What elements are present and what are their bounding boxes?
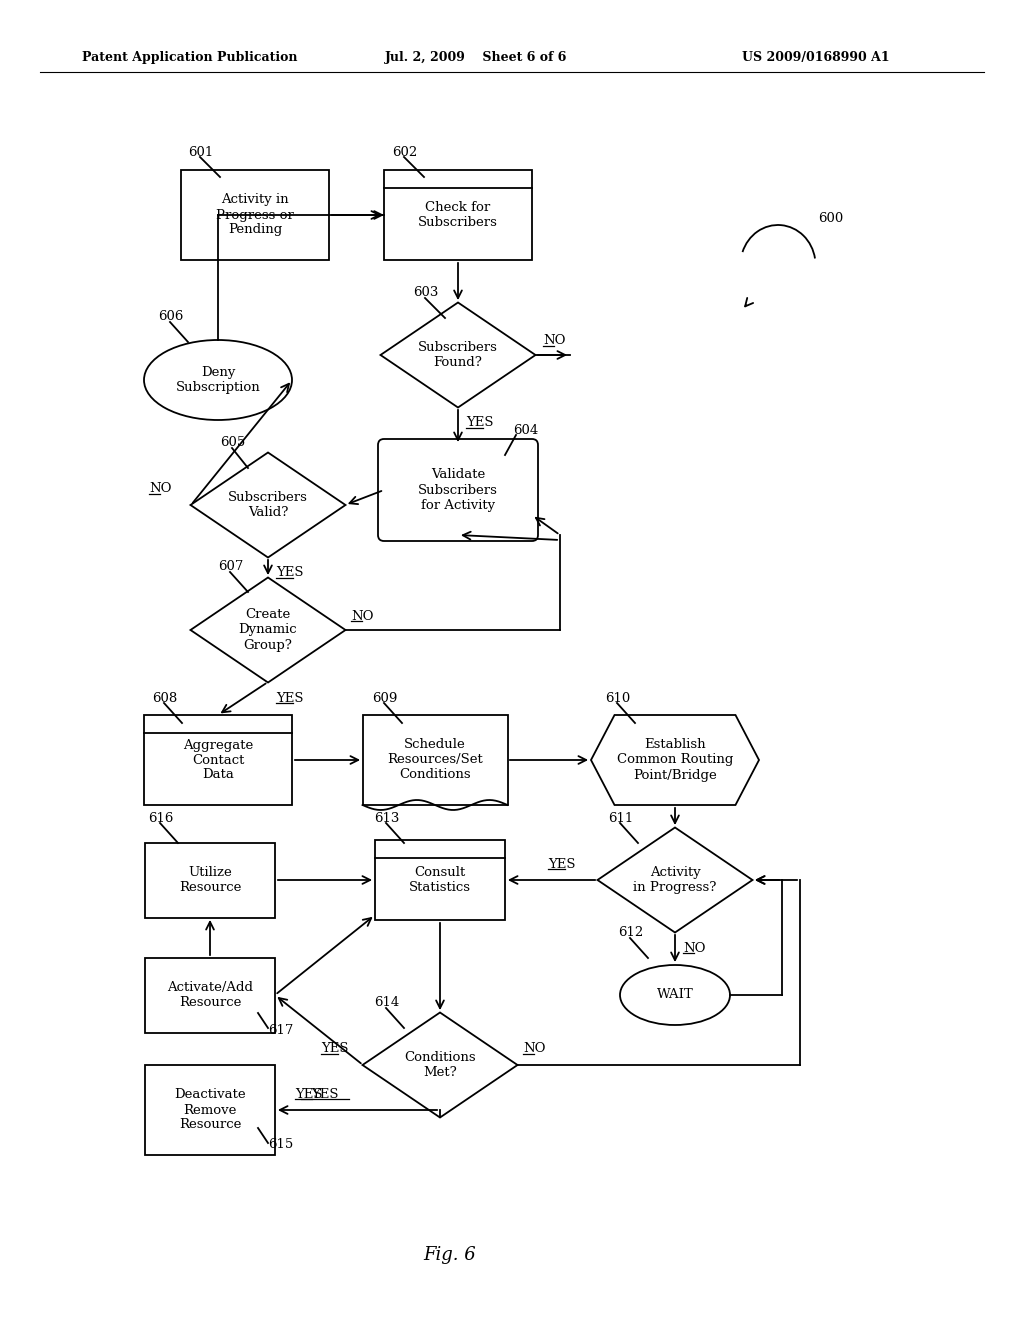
Text: 607: 607 <box>218 561 244 573</box>
FancyBboxPatch shape <box>145 1065 275 1155</box>
FancyBboxPatch shape <box>145 957 275 1032</box>
Polygon shape <box>362 1012 517 1118</box>
Ellipse shape <box>620 965 730 1026</box>
Text: Jul. 2, 2009    Sheet 6 of 6: Jul. 2, 2009 Sheet 6 of 6 <box>385 51 567 65</box>
Polygon shape <box>190 453 345 557</box>
Text: Subscribers
Found?: Subscribers Found? <box>418 341 498 370</box>
Text: 609: 609 <box>372 692 397 705</box>
Text: YES: YES <box>276 566 303 579</box>
Text: 608: 608 <box>152 692 177 705</box>
Text: 600: 600 <box>818 211 843 224</box>
Text: Deny
Subscription: Deny Subscription <box>176 366 260 393</box>
Text: Activity
in Progress?: Activity in Progress? <box>633 866 717 894</box>
Text: YES: YES <box>321 1043 348 1056</box>
Text: YES: YES <box>295 1088 323 1101</box>
FancyBboxPatch shape <box>378 440 538 541</box>
Text: 610: 610 <box>605 692 630 705</box>
Text: Fig. 6: Fig. 6 <box>424 1246 476 1265</box>
Text: 604: 604 <box>513 424 539 437</box>
Text: 603: 603 <box>413 286 438 300</box>
Text: Establish
Common Routing
Point/Bridge: Establish Common Routing Point/Bridge <box>616 738 733 781</box>
Text: WAIT: WAIT <box>656 989 693 1002</box>
Ellipse shape <box>144 341 292 420</box>
Text: Aggregate
Contact
Data: Aggregate Contact Data <box>183 738 253 781</box>
FancyBboxPatch shape <box>362 715 508 805</box>
Text: 606: 606 <box>158 310 183 323</box>
Text: Validate
Subscribers
for Activity: Validate Subscribers for Activity <box>418 469 498 511</box>
Text: YES: YES <box>466 417 494 429</box>
Text: 601: 601 <box>188 145 213 158</box>
Text: NO: NO <box>351 610 374 623</box>
Text: 615: 615 <box>268 1138 293 1151</box>
Polygon shape <box>190 578 345 682</box>
Text: 602: 602 <box>392 145 417 158</box>
FancyBboxPatch shape <box>145 842 275 917</box>
FancyBboxPatch shape <box>144 715 292 805</box>
Text: 613: 613 <box>374 812 399 825</box>
Text: Check for
Subscribers: Check for Subscribers <box>418 201 498 228</box>
Text: NO: NO <box>543 334 565 347</box>
Text: YES: YES <box>276 692 303 705</box>
Polygon shape <box>381 302 536 408</box>
Text: Activate/Add
Resource: Activate/Add Resource <box>167 981 253 1008</box>
Text: Activity in
Progress or
Pending: Activity in Progress or Pending <box>216 194 294 236</box>
Polygon shape <box>591 715 759 805</box>
FancyBboxPatch shape <box>384 170 532 260</box>
Text: Patent Application Publication: Patent Application Publication <box>82 51 298 65</box>
Text: YES: YES <box>311 1088 339 1101</box>
FancyBboxPatch shape <box>375 840 505 920</box>
Text: 616: 616 <box>148 812 173 825</box>
Text: Utilize
Resource: Utilize Resource <box>179 866 242 894</box>
Text: YES: YES <box>548 858 575 870</box>
Text: Subscribers
Valid?: Subscribers Valid? <box>228 491 308 519</box>
Text: US 2009/0168990 A1: US 2009/0168990 A1 <box>742 51 890 65</box>
FancyBboxPatch shape <box>181 170 329 260</box>
Text: Deactivate
Remove
Resource: Deactivate Remove Resource <box>174 1089 246 1131</box>
Text: 611: 611 <box>608 812 633 825</box>
Text: NO: NO <box>683 941 706 954</box>
Text: 617: 617 <box>268 1023 293 1036</box>
Text: 614: 614 <box>374 997 399 1010</box>
Polygon shape <box>597 828 753 932</box>
Text: Consult
Statistics: Consult Statistics <box>409 866 471 894</box>
Text: 612: 612 <box>618 927 643 940</box>
Text: NO: NO <box>523 1043 546 1056</box>
Text: Schedule
Resources/Set
Conditions: Schedule Resources/Set Conditions <box>387 738 483 781</box>
Text: Create
Dynamic
Group?: Create Dynamic Group? <box>239 609 297 652</box>
Text: NO: NO <box>150 483 171 495</box>
Text: 605: 605 <box>220 437 246 450</box>
Text: Conditions
Met?: Conditions Met? <box>404 1051 476 1078</box>
